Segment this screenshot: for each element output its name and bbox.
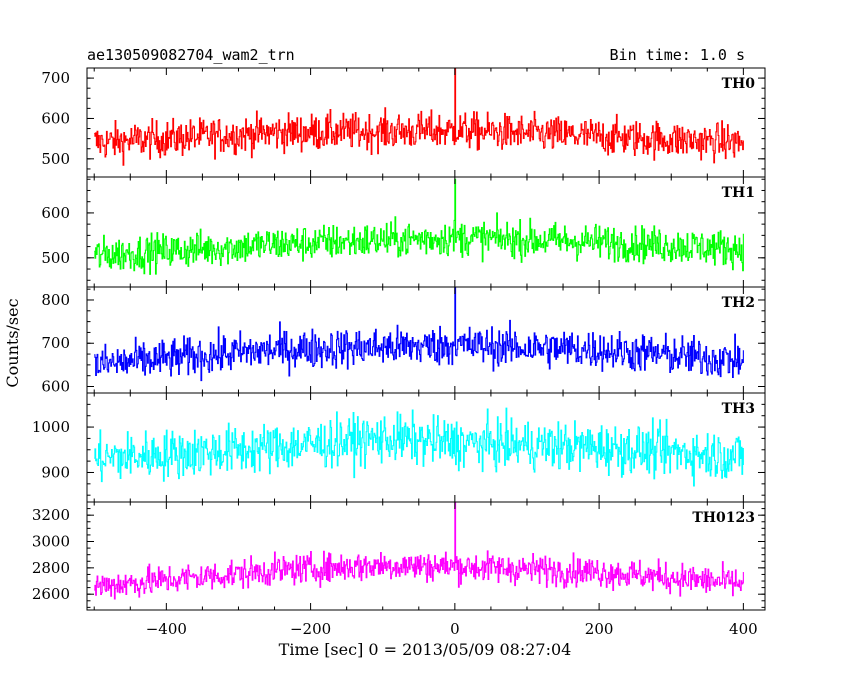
panel-th1: 500 600 TH1 — [41, 176, 766, 288]
channel-label-th2: TH2 — [722, 295, 755, 311]
x-tick-label: 0 — [450, 620, 460, 638]
x-tick-label: 200 — [585, 620, 614, 638]
y-tick-label: 600 — [41, 204, 70, 222]
panel-th0: 500 600 700 TH0 — [41, 67, 766, 178]
series-line-th0 — [94, 68, 744, 166]
x-tick-label: −200 — [290, 620, 331, 638]
y-tick-label: 2600 — [32, 585, 70, 603]
series-line-th1 — [94, 178, 744, 275]
panel-th3: 900 1000 TH3 — [32, 392, 766, 503]
panels-group: 500 600 700 TH0 500 600 TH1 600 700 800 TH2 900 1000… — [32, 67, 766, 638]
channel-label-th0123: TH0123 — [692, 510, 755, 526]
bin-time-label: Bin time: 1.0 s — [610, 46, 745, 64]
channel-label-th1: TH1 — [722, 185, 755, 201]
x-tick-label: 400 — [729, 620, 758, 638]
panel-th0123: 2600 2800 3000 3200 TH0123 — [32, 501, 766, 611]
panel-frame — [86, 501, 766, 611]
y-tick-label: 3000 — [32, 533, 70, 551]
x-axis-label: Time [sec] 0 = 2013/05/09 08:27:04 — [279, 640, 572, 659]
x-tick-label: −400 — [146, 620, 187, 638]
y-tick-label: 500 — [41, 150, 70, 168]
y-axis-label: Counts/sec — [3, 298, 22, 387]
y-tick-label: 500 — [41, 249, 70, 267]
y-tick-label: 800 — [41, 291, 70, 309]
channel-label-th3: TH3 — [722, 401, 755, 417]
y-tick-label: 900 — [41, 463, 70, 481]
y-tick-label: 1000 — [32, 418, 70, 436]
y-tick-label: 3200 — [32, 506, 70, 524]
y-tick-label: 600 — [41, 378, 70, 396]
series-line-th3 — [94, 407, 744, 487]
y-tick-label: 700 — [41, 334, 70, 352]
panel-th2: 600 700 800 TH2 — [41, 286, 766, 396]
series-line-th0123 — [94, 502, 744, 600]
y-tick-label: 2800 — [32, 559, 70, 577]
chart-title: ae130509082704_wam2_trn — [87, 46, 295, 64]
y-tick-label: 700 — [41, 69, 70, 87]
channel-label-th0: TH0 — [722, 76, 756, 92]
series-line-th2 — [94, 287, 744, 382]
y-tick-label: 600 — [41, 109, 70, 127]
